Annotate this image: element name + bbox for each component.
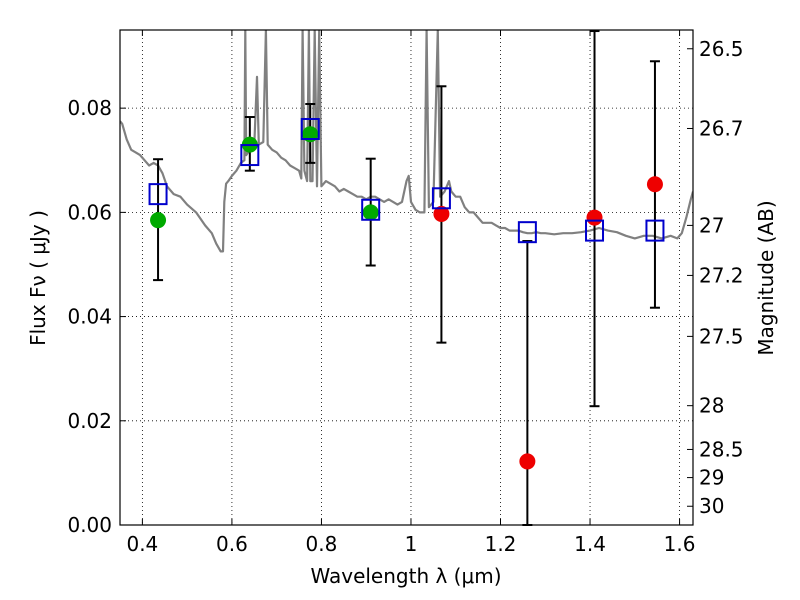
error-bars (153, 30, 660, 526)
model-square (585, 219, 605, 242)
x-tick-label: 0.6 (216, 532, 248, 556)
model-square (645, 219, 665, 242)
model-square (148, 183, 168, 206)
red-point (586, 209, 603, 226)
x-axis-label: Wavelength λ (μm) (310, 564, 501, 588)
x-tick-label: 1.4 (574, 532, 606, 556)
model-square (517, 221, 537, 244)
right-tick-label: 28.5 (699, 437, 744, 461)
y-tick-label: 0.04 (67, 305, 112, 329)
right-tick-label: 29 (699, 466, 724, 490)
data-points (148, 118, 665, 470)
right-tick-label: 26.7 (699, 116, 744, 140)
right-tick-label: 27.2 (699, 263, 744, 287)
red-point (646, 176, 663, 193)
model-square (240, 144, 260, 167)
x-tick-label: 0.4 (126, 532, 158, 556)
right-tick-label: 26.5 (699, 37, 744, 61)
model-spectrum-line (120, 30, 693, 253)
x-tick-label: 1.6 (664, 532, 696, 556)
model-square (361, 198, 381, 221)
right-tick-label: 27 (699, 213, 724, 237)
y-axis-label: Flux Fν ( μJy ) (26, 210, 50, 346)
x-tick-label: 1.2 (485, 532, 517, 556)
red-point (433, 205, 450, 222)
green-point (150, 212, 167, 229)
right-tick-label: 27.5 (699, 324, 744, 348)
green-point (362, 204, 379, 221)
y-tick-label: 0.00 (67, 513, 112, 537)
y-tick-label: 0.08 (67, 96, 112, 120)
right-tick-label: 30 (699, 494, 724, 518)
model-square (431, 187, 451, 210)
x-tick-label: 0.8 (306, 532, 338, 556)
model-square (300, 118, 320, 140)
y-tick-label: 0.02 (67, 409, 112, 433)
plot-frame (119, 29, 694, 526)
right-tick-label: 28 (699, 394, 724, 418)
axis-ticks: 0.4 0.6 0.8 1 1.2 1.4 1.6 0.00 0.02 0.04 0.06 0.08 2… (67, 30, 744, 556)
right-y-axis-label: Magnitude (AB) (754, 200, 778, 355)
y-tick-label: 0.06 (67, 200, 112, 224)
grid (120, 30, 693, 526)
x-tick-label: 1 (405, 532, 418, 556)
model-spectrum (120, 30, 693, 253)
red-point (519, 453, 536, 470)
